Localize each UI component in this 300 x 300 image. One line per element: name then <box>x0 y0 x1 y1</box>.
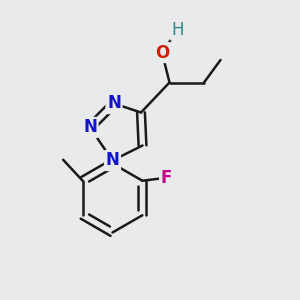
Text: N: N <box>83 118 97 136</box>
Text: F: F <box>161 169 172 187</box>
Text: H: H <box>171 21 184 39</box>
Text: N: N <box>106 152 119 169</box>
Text: O: O <box>155 44 169 62</box>
Text: N: N <box>107 94 121 112</box>
